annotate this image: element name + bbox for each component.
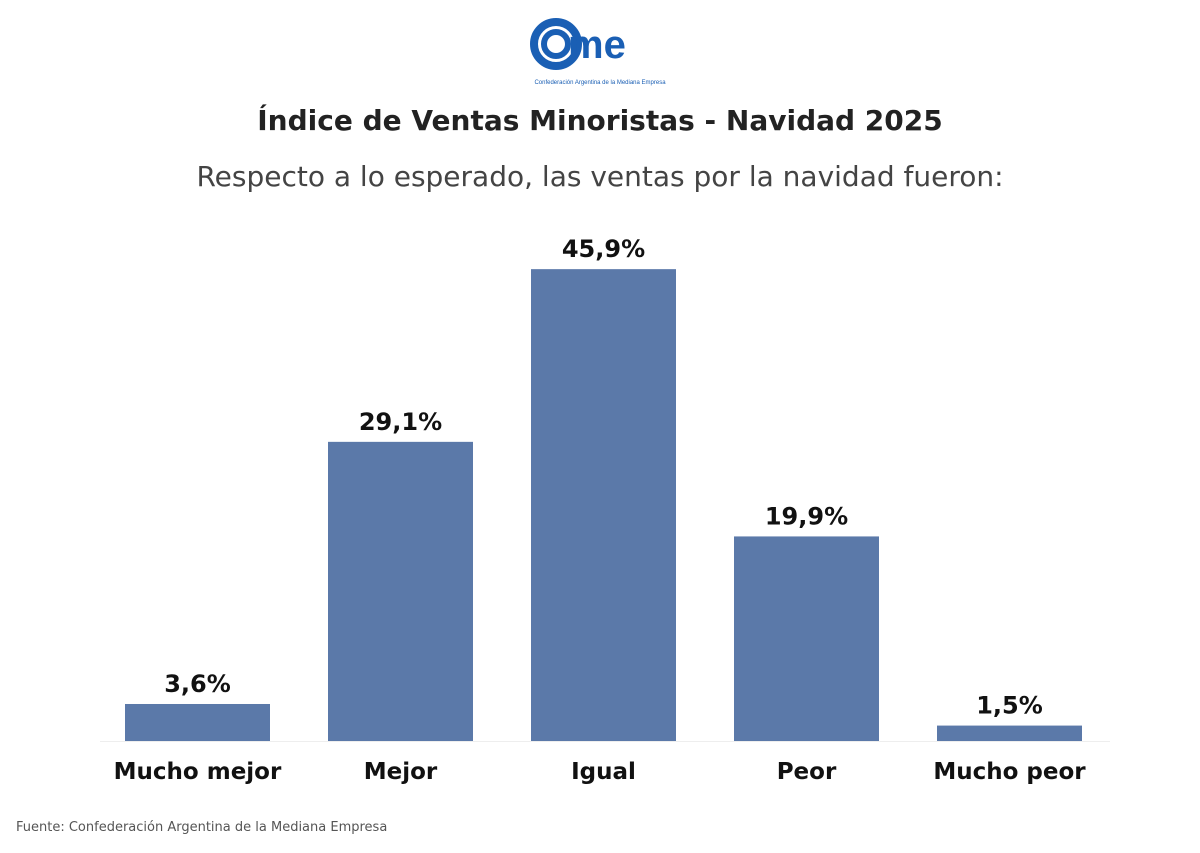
chart-title: Índice de Ventas Minoristas - Navidad 20… [257,104,943,137]
bar-4 [937,725,1082,741]
chart-subtitle: Respecto a lo esperado, las ventas por l… [196,160,1004,193]
data-label: 1,5% [976,692,1043,720]
data-label: 29,1% [359,408,442,436]
category-label: Mucho peor [933,759,1086,785]
category-label: Igual [571,759,636,785]
source-note: Fuente: Confederación Argentina de la Me… [16,820,388,835]
data-label: 45,9% [562,235,645,263]
bar-1 [328,441,473,741]
svg-text:me: me [568,23,626,67]
bar-2 [531,269,676,741]
category-label: Mejor [364,759,438,785]
svg-text:Confederación Argentina de la: Confederación Argentina de la Mediana Em… [534,80,666,86]
data-label: 3,6% [164,670,231,698]
data-label: 19,9% [765,502,848,530]
bar-3 [734,536,879,741]
category-label: Peor [777,759,837,785]
bar-0 [125,703,270,741]
category-label: Mucho mejor [114,759,282,785]
came-logo: me Confederación Argentina de la Mediana… [530,18,666,86]
